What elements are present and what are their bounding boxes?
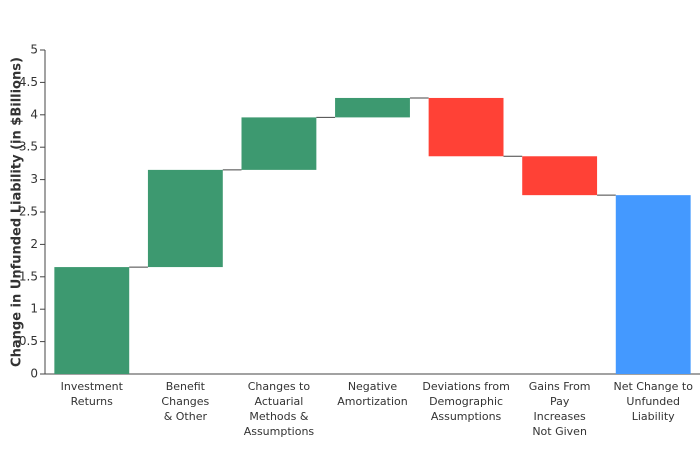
bar (615, 195, 691, 374)
x-tick-label: Negative Amortization (337, 380, 407, 408)
y-tick-label: 4.5 (19, 75, 38, 89)
bar (147, 169, 223, 268)
x-tick-label: Gains From Pay Increases Not Given (529, 380, 591, 438)
y-tick-label: 3.5 (19, 140, 38, 154)
y-axis-label: Change in Unfunded Liability (in $Billio… (10, 57, 25, 367)
bar (522, 156, 598, 196)
y-tick-label: 4 (30, 107, 38, 121)
x-tick-label: Net Change to Unfunded Liability (613, 380, 693, 423)
x-tick-label: Investment Returns (61, 380, 124, 408)
y-tick-label: 1.5 (19, 269, 38, 283)
bar (335, 97, 410, 118)
x-tick-label: Benefit Changes & Other (161, 380, 209, 423)
y-tick-label: 3 (30, 172, 38, 186)
y-tick-label: 0 (30, 367, 38, 381)
y-tick-label: 0.5 (19, 334, 38, 348)
bar (54, 267, 130, 374)
y-tick-label: 2.5 (19, 205, 38, 219)
y-tick-label: 5 (30, 43, 38, 57)
x-tick-label: Deviations from Demographic Assumptions (422, 380, 509, 423)
bar (241, 117, 317, 170)
y-tick-label: 2 (30, 237, 38, 251)
x-tick-label: Changes to Actuarial Methods & Assumptions (244, 380, 315, 438)
y-tick-label: 1 (30, 302, 38, 316)
bar (428, 97, 504, 157)
